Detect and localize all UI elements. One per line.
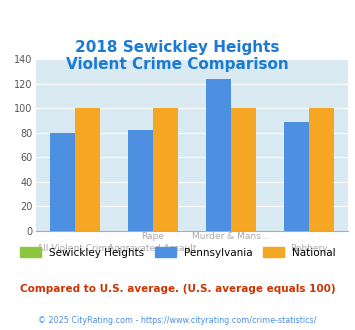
Legend: Sewickley Heights, Pennsylvania, National: Sewickley Heights, Pennsylvania, Nationa…	[16, 243, 340, 262]
Bar	[231, 109, 256, 231]
Bar	[75, 109, 100, 231]
Bar	[284, 122, 309, 231]
Bar	[153, 109, 178, 231]
Bar	[206, 79, 231, 231]
Bar	[128, 130, 153, 231]
Text: Compared to U.S. average. (U.S. average equals 100): Compared to U.S. average. (U.S. average …	[20, 284, 335, 294]
Text: © 2025 CityRating.com - https://www.cityrating.com/crime-statistics/: © 2025 CityRating.com - https://www.city…	[38, 316, 317, 325]
Text: 2018 Sewickley Heights
Violent Crime Comparison: 2018 Sewickley Heights Violent Crime Com…	[66, 40, 289, 72]
Bar	[309, 109, 334, 231]
Bar	[50, 133, 75, 231]
